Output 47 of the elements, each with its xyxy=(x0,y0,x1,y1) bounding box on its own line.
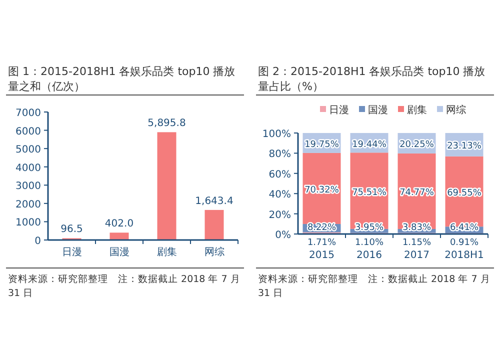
data-label: 23.13% xyxy=(447,142,482,152)
data-label: 19.44% xyxy=(352,140,387,150)
data-label: 8.22% xyxy=(307,223,336,233)
legend-label: 网综 xyxy=(446,104,466,116)
y-tick-label: 100% xyxy=(262,129,291,140)
data-label: 1,643.4 xyxy=(195,196,234,207)
data-label: 20.25% xyxy=(400,140,434,150)
data-label: 1.15% xyxy=(402,238,432,248)
x-tick-label: 2015 xyxy=(309,250,334,261)
x-tick-label: 剧集 xyxy=(156,246,177,258)
data-label: 402.0 xyxy=(104,218,134,230)
chart-title: 图 2：2015-2018H1 各娱乐品类 top10 播放量占比（%） xyxy=(258,65,486,93)
data-label: 75.51% xyxy=(352,188,387,198)
y-tick-label: 20% xyxy=(268,210,291,221)
y-tick-label: 60% xyxy=(268,169,291,180)
text: 资料来源：研究部整理 注：数据截止 2018 年 7 月 31 日 xyxy=(258,273,490,299)
y-tick-label: 80% xyxy=(268,149,291,160)
legend-label: 剧集 xyxy=(407,104,427,116)
data-label: 1.71% xyxy=(307,238,336,248)
x-tick-label: 2016 xyxy=(356,250,382,261)
data-label: 5,895.8 xyxy=(148,118,186,130)
data-label: 74.77% xyxy=(400,188,434,198)
x-tick-label: 日漫 xyxy=(62,246,82,258)
y-tick-label: 7000 xyxy=(16,108,41,119)
y-tick-label: 3000 xyxy=(16,181,41,192)
y-tick-label: 1000 xyxy=(16,218,41,229)
y-tick-label: 5000 xyxy=(16,144,41,156)
legend-label: 日漫 xyxy=(329,104,349,116)
y-tick-label: 0 xyxy=(34,236,41,247)
chart-title: 图 1：2015-2018H1 各娱乐品类 top10 播放量之和（亿次） xyxy=(8,65,236,93)
data-label: 19.75% xyxy=(304,140,340,150)
text: 资料来源：研究部整理 注：数据截止 2018 年 7 月 31 日 xyxy=(8,273,240,299)
y-tick-label: 6000 xyxy=(16,126,41,138)
data-label: 70.32% xyxy=(304,185,340,196)
y-tick-label: 2000 xyxy=(16,199,41,210)
x-tick-label: 国漫 xyxy=(109,246,130,258)
data-label: 69.55% xyxy=(447,188,482,198)
data-label: 96.5 xyxy=(60,224,83,236)
data-label: 1.10% xyxy=(354,238,384,248)
x-tick-label: 网综 xyxy=(204,246,224,258)
y-tick-label: 4000 xyxy=(16,162,41,174)
y-tick-label: 40% xyxy=(268,190,291,201)
y-tick-label: 0% xyxy=(275,230,291,241)
data-label: 0.91% xyxy=(450,238,479,248)
x-tick-label: 2017 xyxy=(404,250,430,261)
legend-label: 国漫 xyxy=(368,104,388,116)
x-tick-label: 2018H1 xyxy=(444,250,484,261)
